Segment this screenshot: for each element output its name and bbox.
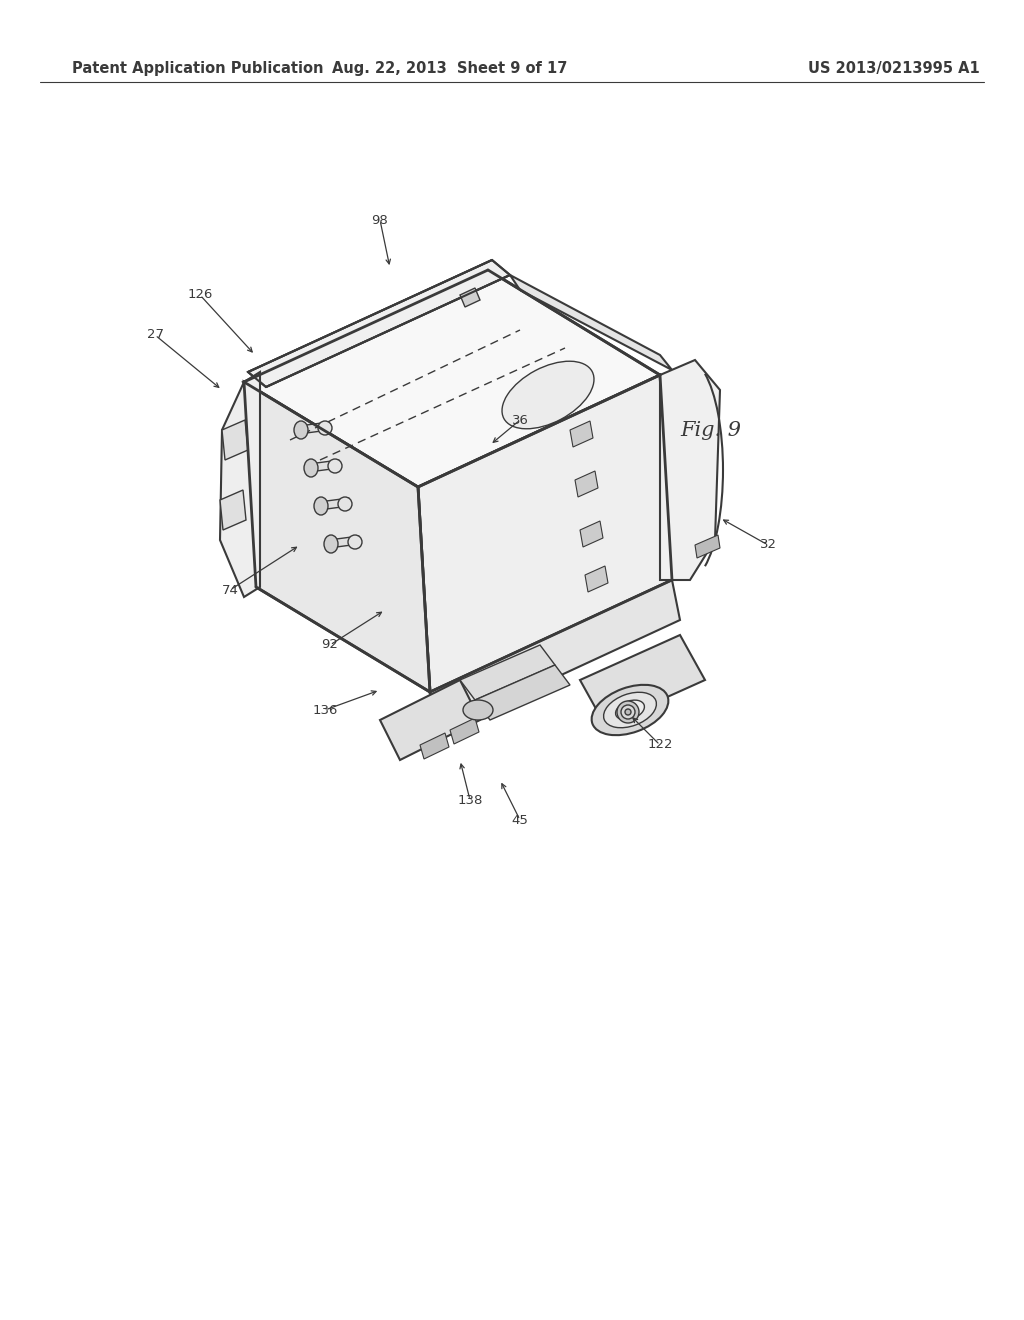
- Text: 36: 36: [512, 413, 528, 426]
- Ellipse shape: [625, 706, 636, 714]
- Ellipse shape: [338, 498, 352, 511]
- Text: 74: 74: [221, 583, 239, 597]
- Polygon shape: [695, 535, 720, 558]
- Text: 126: 126: [187, 289, 213, 301]
- Polygon shape: [244, 271, 660, 487]
- Polygon shape: [244, 381, 430, 692]
- Polygon shape: [575, 471, 598, 498]
- Polygon shape: [460, 288, 480, 308]
- Polygon shape: [460, 645, 555, 700]
- Polygon shape: [220, 372, 260, 597]
- Text: 45: 45: [512, 813, 528, 826]
- Polygon shape: [329, 536, 359, 548]
- Ellipse shape: [621, 705, 635, 719]
- Polygon shape: [510, 275, 672, 370]
- Polygon shape: [585, 566, 608, 591]
- Text: Aug. 22, 2013  Sheet 9 of 17: Aug. 22, 2013 Sheet 9 of 17: [333, 61, 567, 75]
- Ellipse shape: [324, 535, 338, 553]
- Text: Fig. 9: Fig. 9: [680, 421, 741, 440]
- Ellipse shape: [592, 685, 669, 735]
- Text: 32: 32: [760, 539, 776, 552]
- Ellipse shape: [304, 459, 318, 477]
- Text: 136: 136: [312, 704, 338, 717]
- Text: 122: 122: [647, 738, 673, 751]
- Text: 92: 92: [322, 639, 339, 652]
- Ellipse shape: [625, 709, 631, 715]
- Polygon shape: [580, 521, 603, 546]
- Text: 27: 27: [146, 329, 164, 342]
- Polygon shape: [580, 635, 705, 725]
- Ellipse shape: [617, 701, 639, 723]
- Polygon shape: [299, 422, 329, 434]
- Polygon shape: [475, 665, 570, 719]
- Ellipse shape: [603, 692, 656, 727]
- Polygon shape: [248, 260, 510, 387]
- Polygon shape: [418, 375, 672, 692]
- Ellipse shape: [348, 535, 362, 549]
- Ellipse shape: [615, 700, 644, 719]
- Ellipse shape: [502, 362, 594, 429]
- Polygon shape: [309, 459, 339, 473]
- Polygon shape: [430, 579, 680, 733]
- Polygon shape: [660, 360, 720, 579]
- Polygon shape: [220, 490, 246, 531]
- Polygon shape: [319, 498, 349, 510]
- Ellipse shape: [314, 498, 328, 515]
- Polygon shape: [420, 733, 449, 759]
- Text: 98: 98: [372, 214, 388, 227]
- Polygon shape: [570, 421, 593, 447]
- Polygon shape: [380, 680, 480, 760]
- Text: US 2013/0213995 A1: US 2013/0213995 A1: [808, 61, 980, 75]
- Text: Patent Application Publication: Patent Application Publication: [72, 61, 324, 75]
- Polygon shape: [222, 420, 248, 459]
- Polygon shape: [450, 718, 479, 744]
- Ellipse shape: [318, 421, 332, 436]
- Text: 138: 138: [458, 793, 482, 807]
- Ellipse shape: [463, 700, 493, 719]
- Ellipse shape: [328, 459, 342, 473]
- Ellipse shape: [294, 421, 308, 440]
